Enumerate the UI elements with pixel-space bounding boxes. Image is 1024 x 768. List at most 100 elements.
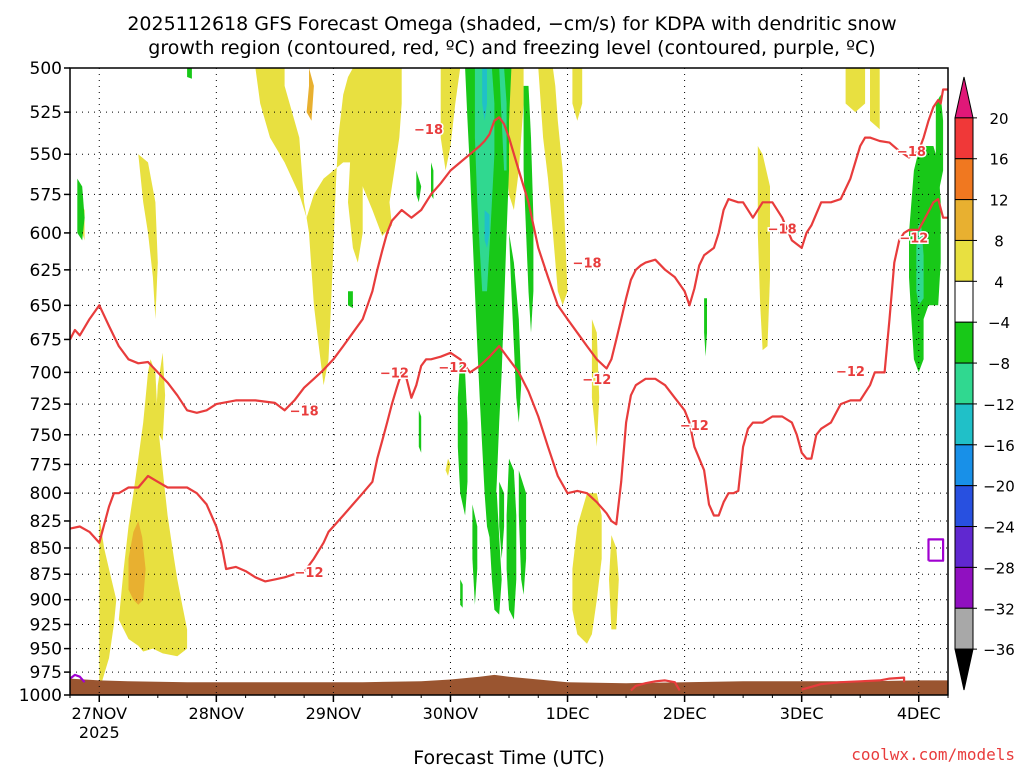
omega-shaded-region: [484, 210, 490, 248]
isotherm-contour: [801, 676, 906, 691]
pressure-tick-label: 750: [30, 426, 62, 446]
colorbar-cap-bottom: [954, 648, 974, 691]
omega-shaded-region: [909, 146, 941, 373]
contour-label: −12: [836, 365, 865, 380]
colorbar-tick-label: −28: [983, 559, 1015, 577]
time-tick-label: 3DEC: [780, 704, 824, 723]
colorbar-swatch: [954, 444, 974, 487]
site-credit[interactable]: coolwx.com/models: [851, 745, 1015, 764]
omega-shaded-region: [474, 68, 495, 292]
omega-shaded-region: [155, 352, 166, 441]
omega-shaded-region: [138, 154, 158, 320]
pressure-tick-label: 1000: [19, 686, 62, 706]
time-tick-label: 29NOV: [306, 704, 362, 723]
omega-shading: [77, 68, 944, 691]
dotted-grid: [70, 68, 948, 695]
colorbar-tick-label: 8: [994, 232, 1004, 250]
chart-title-line1: 2025112618 GFS Forecast Omega (shaded, −…: [127, 13, 896, 35]
colorbar-tick-label: −4: [988, 314, 1010, 332]
omega-shaded-region: [916, 222, 924, 306]
contour-label: −12: [899, 231, 928, 246]
omega-shaded-region: [445, 458, 451, 476]
omega-shaded-region: [187, 68, 192, 79]
colorbar-swatch: [954, 117, 974, 160]
omega-shaded-region: [482, 68, 487, 121]
colorbar-tick-label: 12: [989, 192, 1008, 210]
pressure-tick-label: 925: [30, 615, 62, 635]
contour-label: −18: [768, 222, 797, 237]
omega-shaded-region: [506, 458, 517, 620]
colorbar-tick-label: 16: [989, 151, 1008, 169]
contour-label: −12: [582, 373, 611, 388]
omega-shaded-region: [489, 481, 502, 615]
contour-label: −18: [573, 257, 602, 272]
colorbar-tick-label: −16: [983, 437, 1015, 455]
colorbar-swatch: [954, 321, 974, 364]
colorbar-swatch: [954, 158, 974, 201]
contour-label: −12: [295, 566, 324, 581]
time-tick-label: 27NOV: [71, 704, 127, 723]
freezing-level-contour: [927, 538, 945, 562]
colorbar-tick-label: 20: [989, 110, 1008, 128]
omega-shaded-region: [472, 504, 478, 605]
pressure-tick-label: 650: [30, 296, 62, 316]
colorbar-tick-label: −20: [983, 478, 1015, 496]
omega-shaded-region: [572, 493, 602, 644]
temperature-contours: [70, 88, 948, 692]
omega-shaded-region: [609, 535, 619, 630]
colorbar-swatch: [954, 403, 974, 446]
colorbar-tick-label: −12: [983, 396, 1015, 414]
omega-shaded-region: [499, 68, 507, 171]
omega-shaded-region: [572, 68, 583, 121]
pressure-tick-label: 900: [30, 591, 62, 611]
omega-shaded-region: [348, 291, 353, 309]
colorbar-swatch: [954, 362, 974, 405]
colorbar-swatch: [954, 526, 974, 568]
omega-shaded-region: [509, 232, 522, 423]
colorbar-swatch: [954, 607, 974, 650]
time-tick-label: 28NOV: [189, 704, 245, 723]
omega-shaded-region: [255, 68, 402, 386]
colorbar-swatch: [954, 280, 974, 323]
pressure-axis: 500 525 550 575 600 625 650 675 700 725 750 775 800 8…: [19, 59, 70, 706]
omega-shaded-region: [870, 68, 880, 130]
colorbar-swatch: [954, 199, 974, 241]
colorbar-swatch: [954, 485, 974, 528]
colorbar-tick-label: −32: [983, 600, 1015, 618]
omega-shaded-region: [418, 410, 422, 453]
time-tick-label: 2DEC: [663, 704, 707, 723]
time-tick-label: 4DEC: [897, 704, 941, 723]
pressure-tick-label: 625: [30, 261, 62, 281]
omega-shaded-region: [457, 359, 468, 516]
terrain-fill: [70, 674, 948, 695]
contour-labels: −18 −18 −12 −12 −12 −18 −12 −12 −18 −12 −18 −12: [288, 122, 930, 583]
omega-shaded-region: [306, 68, 314, 121]
omega-shaded-region: [845, 68, 866, 113]
omega-shaded-region: [538, 68, 568, 306]
isotherm-contour: [70, 88, 948, 414]
time-tick-year: 2025: [79, 723, 120, 742]
time-tick-label: 30NOV: [423, 704, 479, 723]
contour-label: −18: [290, 404, 319, 419]
time-tick-label: 1DEC: [546, 704, 590, 723]
omega-shaded-region: [440, 68, 461, 171]
pressure-tick-label: 800: [30, 484, 62, 504]
colorbar: 20 16 12 8 4 −4 −8 −12 −16 −20 −24 −28 −32 −36: [954, 76, 1015, 691]
colorbar-cap-top: [954, 76, 974, 119]
omega-shaded-region: [118, 359, 188, 657]
pressure-tick-label: 875: [30, 565, 62, 585]
colorbar-tick-label: −24: [983, 519, 1015, 537]
pressure-tick-label: 775: [30, 455, 62, 475]
contour-label: −12: [680, 419, 709, 434]
omega-shaded-region: [523, 85, 534, 333]
freezing-level-contour: [70, 673, 86, 683]
x-axis-label: Forecast Time (UTC): [413, 747, 604, 768]
omega-shaded-region: [99, 515, 117, 691]
pressure-tick-label: 725: [30, 395, 62, 415]
pressure-tick-label: 950: [30, 640, 62, 660]
omega-shaded-region: [591, 319, 600, 447]
omega-shaded-region: [494, 170, 500, 292]
colorbar-tick-label: −36: [983, 641, 1015, 659]
